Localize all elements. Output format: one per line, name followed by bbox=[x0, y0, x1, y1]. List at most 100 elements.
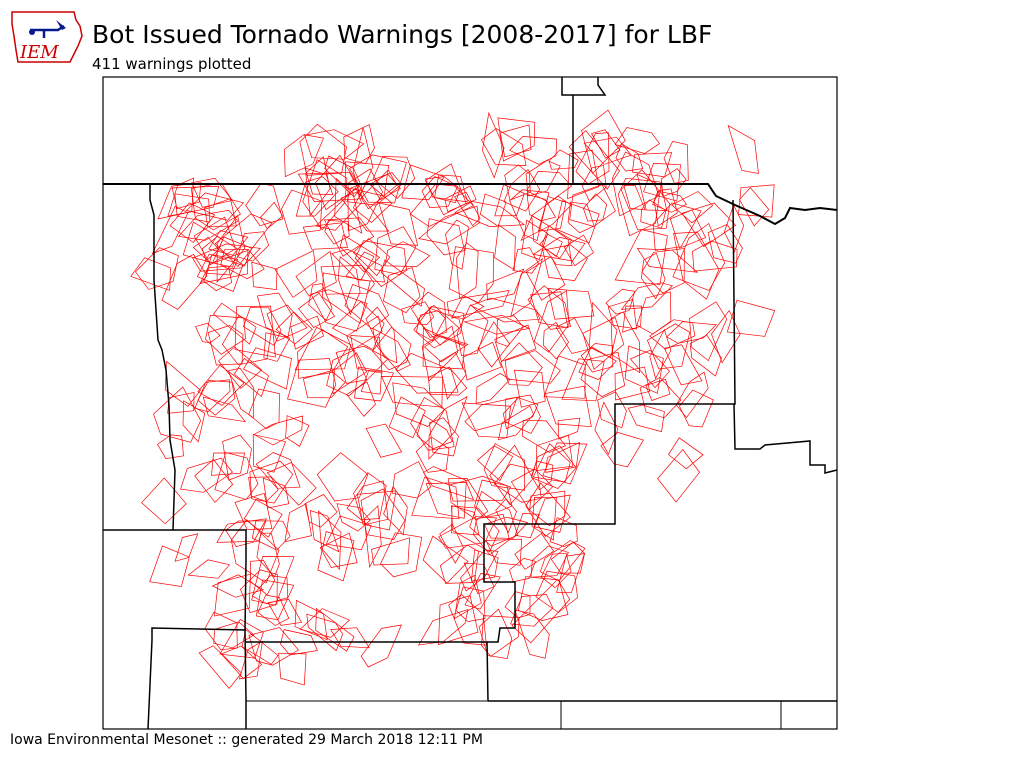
warning-polygon bbox=[428, 396, 468, 460]
warning-polygon bbox=[533, 290, 570, 353]
warning-polygon bbox=[344, 161, 390, 197]
warning-polygon bbox=[421, 325, 459, 382]
warning-polygon bbox=[191, 177, 233, 208]
warning-polygon bbox=[689, 301, 728, 362]
warning-polygon bbox=[567, 201, 595, 234]
warning-polygon bbox=[549, 517, 578, 547]
warning-polygon bbox=[444, 185, 477, 213]
warning-polygon bbox=[521, 419, 566, 453]
warning-polygon bbox=[484, 516, 529, 539]
warning-polygon bbox=[413, 306, 465, 349]
warning-polygon bbox=[299, 608, 351, 638]
warning-polygon bbox=[481, 615, 520, 657]
warning-polygon bbox=[238, 640, 263, 680]
warning-polygon bbox=[493, 463, 542, 503]
warning-polygon bbox=[233, 358, 270, 398]
warning-polygon bbox=[711, 309, 741, 364]
warning-polygon bbox=[582, 317, 625, 371]
warning-polygon bbox=[305, 156, 331, 217]
warning-polygon bbox=[410, 397, 455, 451]
warning-polygon bbox=[350, 335, 383, 374]
warning-polygon bbox=[673, 231, 720, 300]
warning-polygon bbox=[447, 478, 489, 521]
warning-polygon bbox=[213, 573, 251, 617]
warning-polygon bbox=[469, 490, 519, 547]
warning-polygon bbox=[542, 442, 588, 485]
warning-polygon bbox=[636, 173, 668, 211]
warning-polygon bbox=[187, 559, 231, 579]
warning-polygon bbox=[416, 414, 453, 450]
warning-polygon bbox=[591, 129, 621, 159]
warning-polygon bbox=[280, 629, 319, 656]
warning-polygon bbox=[196, 253, 244, 292]
warning-polygon bbox=[428, 307, 466, 346]
warning-polygon bbox=[569, 184, 616, 227]
warning-polygon bbox=[563, 234, 594, 267]
warning-polygon bbox=[310, 289, 368, 332]
warning-polygon bbox=[297, 329, 349, 379]
warning-polygon bbox=[401, 301, 435, 326]
warning-polygon bbox=[425, 482, 467, 519]
warning-polygon bbox=[668, 437, 704, 470]
warning-polygon bbox=[434, 174, 468, 203]
warning-polygon bbox=[514, 532, 555, 570]
warning-polygon bbox=[445, 219, 469, 270]
warning-polygon bbox=[315, 607, 355, 652]
warning-polygon bbox=[640, 199, 667, 229]
county-lines-south bbox=[246, 700, 782, 729]
warning-polygon bbox=[438, 516, 498, 549]
warning-polygon bbox=[255, 579, 295, 621]
warning-polygon bbox=[257, 594, 290, 626]
warning-polygon bbox=[568, 130, 621, 190]
warning-polygon bbox=[661, 168, 687, 197]
warning-polygon bbox=[657, 448, 700, 503]
warning-polygon bbox=[663, 344, 703, 386]
warning-polygon bbox=[164, 360, 201, 407]
warning-polygon bbox=[474, 479, 513, 518]
warning-polygon bbox=[525, 255, 566, 301]
cwa-boundary-west bbox=[103, 184, 176, 531]
warning-polygon bbox=[262, 477, 290, 509]
cwa-boundary-south-west bbox=[147, 529, 247, 730]
warning-polygon bbox=[256, 292, 293, 338]
warning-polygon bbox=[211, 574, 264, 598]
warning-polygon bbox=[316, 452, 369, 502]
warning-polygon bbox=[535, 570, 578, 613]
warning-polygon bbox=[641, 252, 666, 300]
warning-polygon bbox=[482, 111, 505, 179]
warning-polygon bbox=[525, 160, 561, 197]
warning-polygon bbox=[216, 518, 268, 543]
warning-polygon bbox=[371, 326, 412, 371]
warning-polygon bbox=[649, 328, 672, 380]
warning-polygon bbox=[365, 306, 398, 364]
warning-polygon bbox=[380, 259, 425, 307]
warning-polygon bbox=[251, 520, 291, 551]
iowa-state-outline-icon bbox=[11, 11, 83, 63]
warning-polygon bbox=[211, 452, 246, 476]
warning-polygon bbox=[248, 476, 279, 503]
warning-polygon bbox=[509, 189, 550, 242]
warning-polygon bbox=[555, 200, 600, 244]
warning-polygon bbox=[727, 124, 759, 174]
warning-polygon bbox=[198, 645, 242, 690]
warning-polygon bbox=[653, 188, 678, 227]
warning-polygon bbox=[456, 304, 489, 356]
warning-polygon bbox=[161, 253, 208, 310]
warning-polygon bbox=[135, 247, 179, 290]
warning-polygon bbox=[517, 576, 569, 621]
warning-polygon bbox=[532, 236, 586, 262]
warning-polygon bbox=[284, 503, 312, 543]
warning-polygon bbox=[423, 466, 475, 501]
warning-polygon bbox=[295, 176, 339, 217]
warning-polygon bbox=[514, 513, 540, 539]
warning-polygon bbox=[174, 193, 211, 223]
warning-polygon bbox=[510, 468, 554, 511]
warning-polygon bbox=[448, 594, 487, 646]
warning-polygon bbox=[623, 185, 646, 211]
warning-polygon bbox=[194, 379, 231, 413]
warning-polygon bbox=[256, 532, 280, 578]
warning-polygon bbox=[320, 265, 375, 295]
warning-polygon bbox=[384, 241, 431, 267]
warning-polygon bbox=[498, 405, 534, 441]
warning-polygon bbox=[283, 134, 324, 178]
